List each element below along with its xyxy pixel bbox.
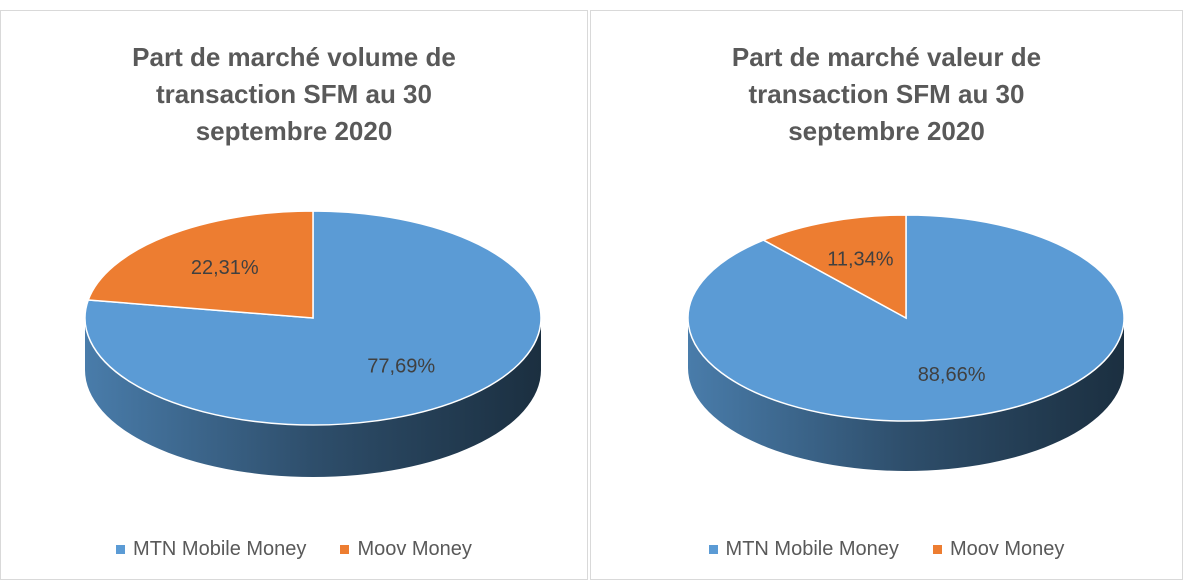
legend-label: Moov Money <box>357 538 472 560</box>
data-label: 22,31% <box>191 257 259 279</box>
pie-sides <box>85 318 541 477</box>
legend-label: MTN Mobile Money <box>725 538 899 560</box>
data-label: 11,34% <box>827 248 894 270</box>
chart-title: Part de marché volume de transaction SFM… <box>132 42 456 146</box>
legend-item: MTN Mobile Money <box>116 538 306 561</box>
legend-swatch <box>340 545 350 555</box>
pie-chart: 77,69% 22,31% <box>84 210 542 477</box>
legend-item: MTN Mobile Money <box>708 538 899 561</box>
legend-item: Moov Money <box>932 538 1065 561</box>
legend-swatch <box>932 545 942 555</box>
pie-slice <box>87 210 314 319</box>
pie-side <box>688 318 1124 471</box>
pie-tops <box>84 210 542 426</box>
pie-slice <box>84 210 542 426</box>
data-label: 88,66% <box>918 364 986 386</box>
legend-swatch <box>708 545 718 555</box>
pie-tops <box>687 214 1125 422</box>
chart-panel: Part de marché volume de transaction SFM… <box>0 10 588 580</box>
legend-swatch <box>116 545 126 555</box>
chart-title: Part de marché valeur de transaction SFM… <box>731 42 1042 146</box>
legend-label: MTN Mobile Money <box>133 538 307 560</box>
data-label: 77,69% <box>367 355 435 377</box>
legend-item: Moov Money <box>340 538 472 561</box>
legend-label: Moov Money <box>949 538 1065 560</box>
chart-panel: Part de marché valeur de transaction SFM… <box>590 10 1183 580</box>
pie-slice <box>761 214 907 320</box>
pie-chart: 88,66% 11,34% <box>687 214 1125 471</box>
pie-side <box>85 318 541 477</box>
legend: MTN Mobile Money Moov Money <box>591 538 1182 561</box>
pie-sides <box>688 318 1124 471</box>
legend: MTN Mobile Money Moov Money <box>1 538 587 561</box>
